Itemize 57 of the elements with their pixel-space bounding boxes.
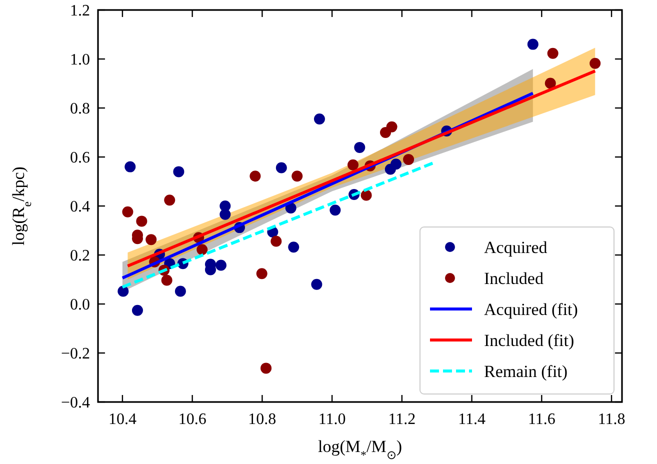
point	[348, 159, 359, 170]
x-tick-label: 11.0	[318, 411, 346, 428]
point	[124, 161, 136, 172]
point	[250, 170, 261, 182]
x-tick-label: 11.6	[528, 411, 556, 428]
legend-label: Remain (fit)	[484, 362, 568, 381]
x-tick-label: 11.4	[458, 411, 486, 428]
x-tick-label: 11.8	[598, 411, 626, 428]
point	[260, 362, 272, 374]
y-tick-label: 0.0	[70, 296, 90, 314]
x-tick-label: 10.6	[178, 411, 206, 428]
x-tick-label: 10.8	[248, 411, 276, 428]
point	[544, 78, 556, 89]
legend-label: Included	[484, 269, 544, 288]
point	[164, 194, 176, 206]
point	[330, 204, 341, 216]
point	[215, 260, 226, 271]
point	[403, 154, 414, 165]
y-tick-label: 1.0	[70, 52, 90, 68]
point	[311, 278, 322, 290]
y-tick-label: 0.6	[70, 150, 90, 166]
y-tick-label: −0.2	[60, 346, 90, 362]
point	[136, 216, 148, 227]
point	[285, 202, 296, 214]
point	[288, 242, 300, 253]
point	[390, 158, 402, 170]
point	[360, 190, 372, 201]
x-axis-title: log(M$_{*}$/M$_{⊙}$)	[318, 437, 402, 462]
point	[314, 114, 325, 125]
point	[276, 162, 287, 174]
point	[527, 38, 538, 50]
legend-label: Acquired	[484, 238, 548, 257]
legend-label: Included (fit)	[484, 331, 574, 350]
point	[292, 170, 303, 182]
x-tick-label: 10.4	[108, 411, 136, 428]
point	[174, 286, 186, 297]
point	[354, 142, 366, 153]
point	[220, 208, 231, 220]
x-tick-label: 11.2	[388, 411, 416, 428]
point	[122, 206, 134, 218]
point	[196, 244, 208, 256]
point	[270, 236, 282, 247]
y-tick-label: −0.4	[60, 394, 90, 412]
y-tick-label: 0.4	[70, 198, 90, 216]
y-tick-label: 0.8	[70, 100, 90, 118]
point	[161, 274, 172, 286]
point	[173, 166, 184, 178]
legend-label: Acquired (fit)	[484, 300, 578, 319]
point	[256, 268, 268, 280]
point	[132, 304, 143, 316]
point	[590, 58, 601, 69]
point	[118, 286, 129, 297]
y-tick-label: 1.2	[70, 2, 90, 20]
point	[386, 121, 398, 132]
point	[547, 48, 558, 59]
y-tick-label: 0.2	[70, 248, 90, 264]
point	[146, 234, 157, 246]
